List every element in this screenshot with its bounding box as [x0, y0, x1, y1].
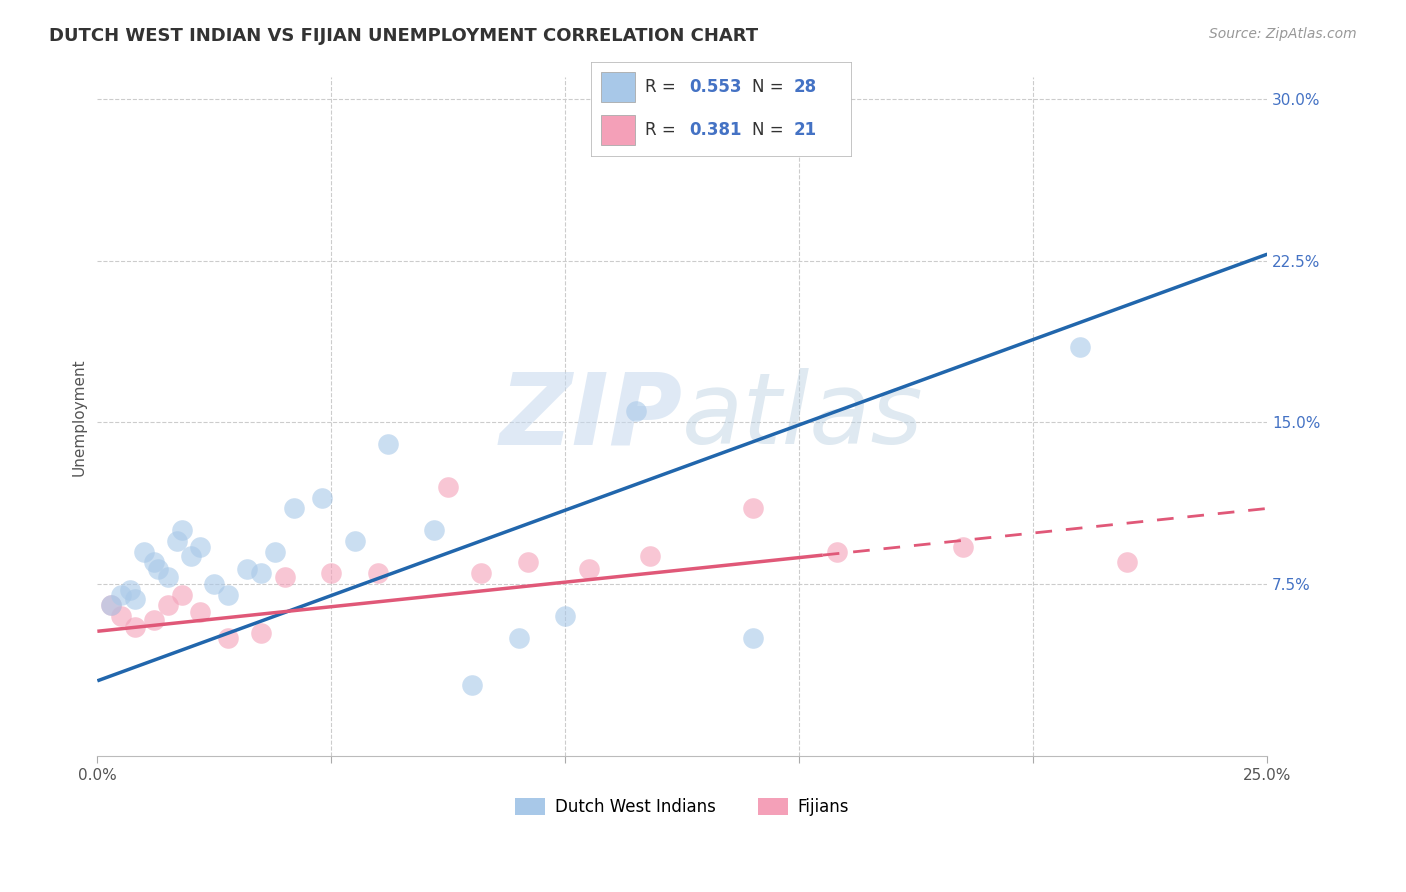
Point [124, 620, 146, 634]
Text: N =: N = [752, 78, 783, 95]
Bar [600, 72, 634, 102]
Point [188, 605, 211, 619]
Point [110, 609, 132, 624]
Point [377, 437, 399, 451]
Point [142, 614, 165, 628]
Point [624, 404, 647, 418]
Point [1069, 340, 1091, 354]
Point [180, 549, 202, 563]
Point [1116, 555, 1139, 569]
Point [638, 549, 661, 563]
Text: DUTCH WEST INDIAN VS FIJIAN UNEMPLOYMENT CORRELATION CHART: DUTCH WEST INDIAN VS FIJIAN UNEMPLOYMENT… [49, 27, 758, 45]
Point [202, 577, 225, 591]
Point [311, 491, 333, 505]
Point [166, 533, 188, 548]
Point [217, 631, 239, 645]
Point [100, 599, 122, 613]
Point [156, 599, 179, 613]
Point [217, 588, 239, 602]
Point [250, 626, 273, 640]
Text: 0.381: 0.381 [689, 121, 742, 139]
Point [367, 566, 389, 580]
Text: R =: R = [645, 78, 676, 95]
Text: 28: 28 [793, 78, 817, 95]
Point [100, 599, 122, 613]
Text: Source: ZipAtlas.com: Source: ZipAtlas.com [1209, 27, 1357, 41]
Text: 21: 21 [793, 121, 817, 139]
Point [170, 588, 193, 602]
Point [470, 566, 492, 580]
Point [120, 583, 142, 598]
Point [110, 588, 132, 602]
Point [952, 540, 974, 554]
Point [273, 570, 295, 584]
Point [188, 540, 211, 554]
Point [508, 631, 530, 645]
Text: atlas: atlas [682, 368, 924, 466]
Point [423, 523, 446, 537]
Y-axis label: Unemployment: Unemployment [72, 358, 86, 475]
Text: R =: R = [645, 121, 676, 139]
Point [461, 678, 484, 692]
Point [148, 562, 170, 576]
Point [170, 523, 193, 537]
Legend: Dutch West Indians, Fijians: Dutch West Indians, Fijians [509, 791, 856, 822]
Point [343, 533, 366, 548]
Point [156, 570, 179, 584]
Point [825, 544, 848, 558]
Point [264, 544, 287, 558]
Text: 0.553: 0.553 [689, 78, 742, 95]
Point [236, 562, 259, 576]
Point [741, 501, 763, 516]
Point [134, 544, 156, 558]
Point [321, 566, 343, 580]
Point [142, 555, 165, 569]
Point [554, 609, 576, 624]
Point [437, 480, 460, 494]
Point [516, 555, 538, 569]
Bar [600, 115, 634, 145]
Text: N =: N = [752, 121, 783, 139]
Point [741, 631, 763, 645]
Point [578, 562, 600, 576]
Point [250, 566, 273, 580]
Text: ZIP: ZIP [499, 368, 682, 466]
Point [283, 501, 305, 516]
Point [124, 591, 146, 606]
